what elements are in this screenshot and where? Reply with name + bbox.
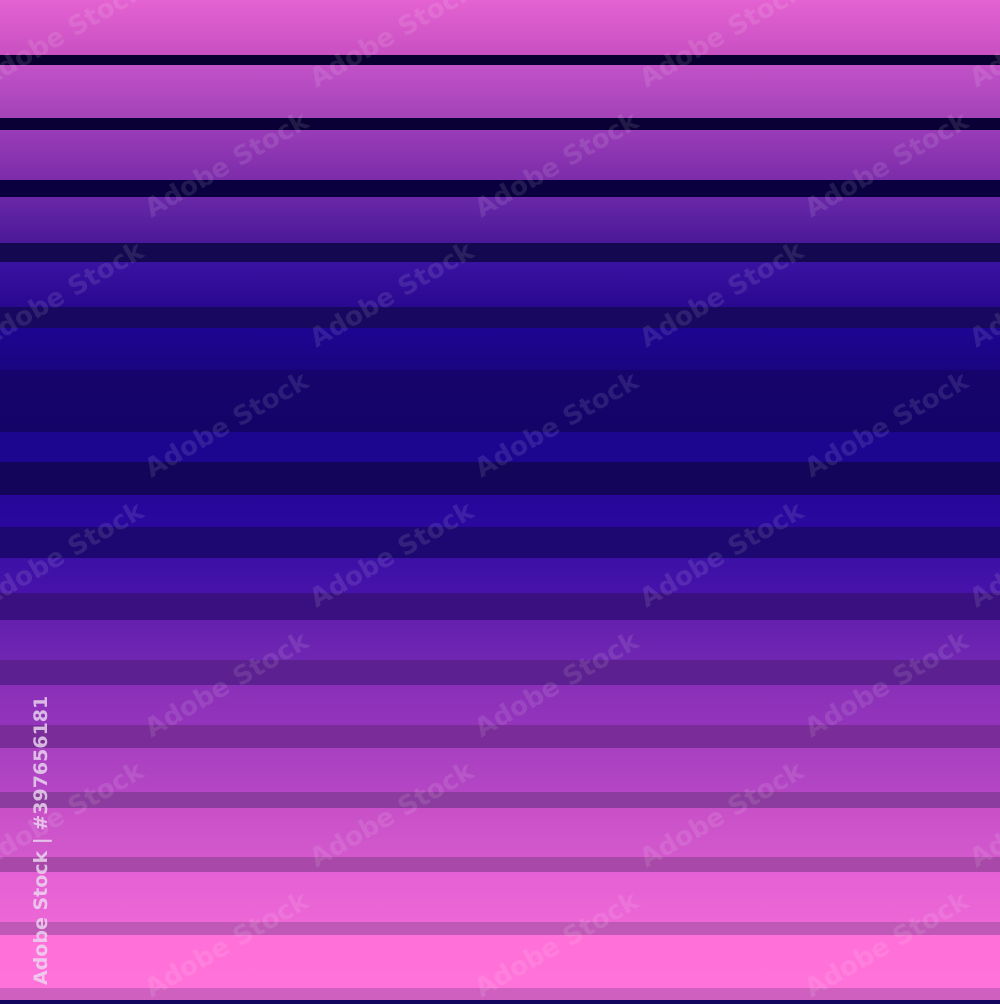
stock-id-label: Adobe Stock | #397656181 <box>30 695 52 985</box>
stripe <box>0 748 1000 792</box>
stripe <box>0 65 1000 118</box>
stripe <box>0 872 1000 922</box>
stripe <box>0 462 1000 495</box>
stripe <box>0 857 1000 872</box>
stripe <box>0 0 1000 55</box>
stripe <box>0 370 1000 432</box>
stripe <box>0 180 1000 197</box>
stripe <box>0 307 1000 328</box>
stripe <box>0 685 1000 725</box>
stripe <box>0 935 1000 988</box>
stripe <box>0 792 1000 808</box>
stripe <box>0 130 1000 180</box>
stripe <box>0 808 1000 857</box>
stripe <box>0 922 1000 935</box>
stripe <box>0 197 1000 243</box>
stripe <box>0 725 1000 748</box>
stripe <box>0 118 1000 130</box>
stripe <box>0 593 1000 620</box>
stripe <box>0 620 1000 660</box>
stripe <box>0 262 1000 307</box>
stripe <box>0 243 1000 262</box>
stripe <box>0 55 1000 65</box>
stripe <box>0 495 1000 527</box>
stripe <box>0 558 1000 593</box>
stripe <box>0 988 1000 1000</box>
stripe <box>0 432 1000 462</box>
stripe <box>0 660 1000 685</box>
stripe <box>0 527 1000 558</box>
stripe <box>0 328 1000 370</box>
